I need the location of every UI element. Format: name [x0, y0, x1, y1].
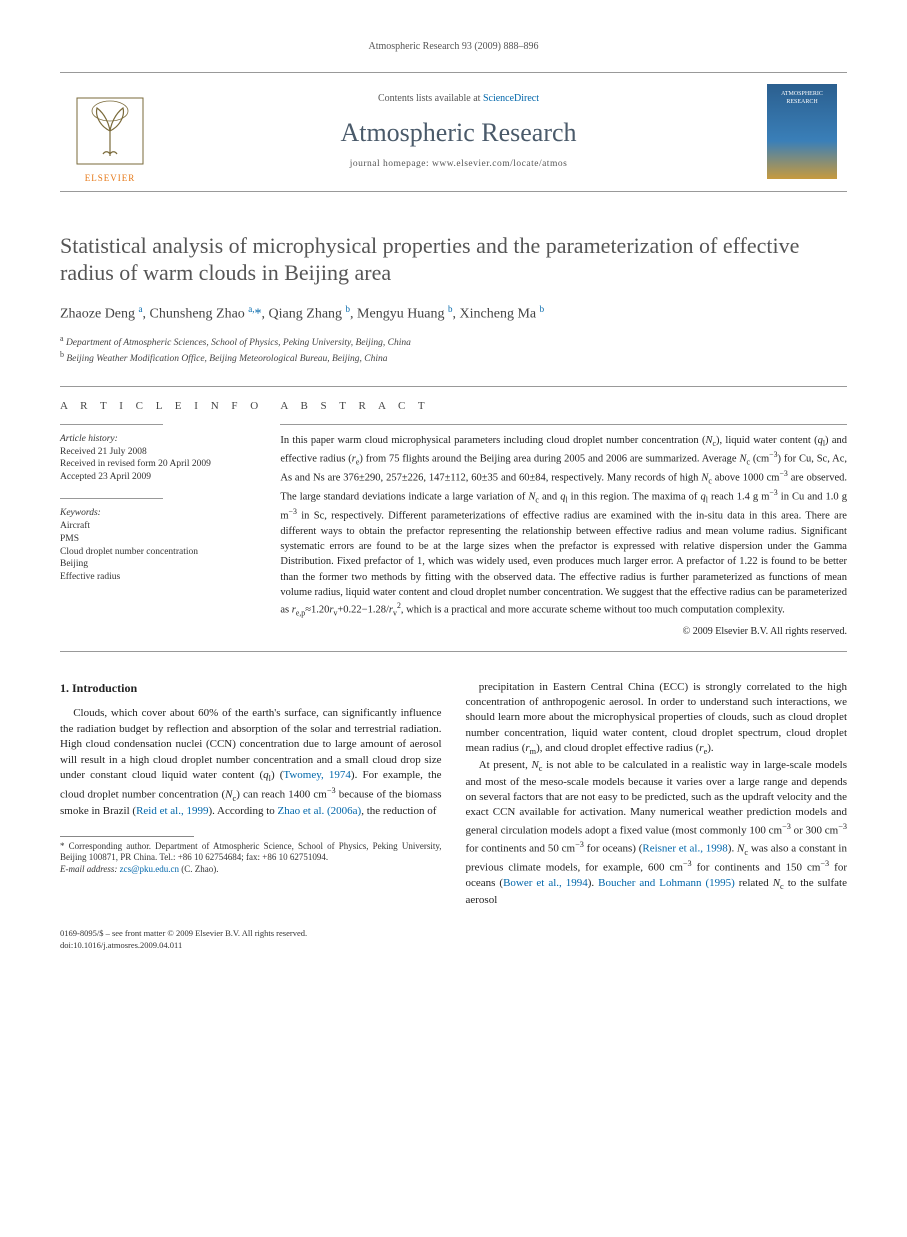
- body-columns: 1. Introduction Clouds, which cover abou…: [60, 680, 847, 909]
- history-line: Accepted 23 April 2009: [60, 471, 265, 484]
- abstract-copyright: © 2009 Elsevier B.V. All rights reserved…: [280, 625, 847, 639]
- affiliation-b: b Beijing Weather Modification Office, B…: [60, 350, 847, 366]
- info-abstract-row: A R T I C L E I N F O Article history: R…: [60, 386, 847, 652]
- body-paragraph: Clouds, which cover about 60% of the ear…: [60, 706, 442, 819]
- divider: [60, 424, 163, 425]
- keyword: Aircraft: [60, 520, 265, 533]
- footnote-separator: [60, 836, 194, 837]
- history-label: Article history:: [60, 433, 265, 446]
- front-matter-line: 0169-8095/$ – see front matter © 2009 El…: [60, 928, 847, 939]
- corresponding-author-footnote: * Corresponding author. Department of At…: [60, 841, 442, 876]
- contents-line: Contents lists available at ScienceDirec…: [160, 92, 757, 106]
- running-head: Atmospheric Research 93 (2009) 888–896: [60, 40, 847, 54]
- author-list: Zhaoze Deng a, Chunsheng Zhao a,*, Qiang…: [60, 303, 847, 325]
- keyword: Effective radius: [60, 571, 265, 584]
- journal-cover-thumbnail: ATMOSPHERIC RESEARCH: [767, 84, 837, 179]
- history-line: Received 21 July 2008: [60, 446, 265, 459]
- section-heading-intro: 1. Introduction: [60, 680, 442, 697]
- email-link[interactable]: zcs@pku.edu.cn: [120, 864, 179, 874]
- masthead: ELSEVIER Contents lists available at Sci…: [60, 72, 847, 192]
- keyword: PMS: [60, 533, 265, 546]
- doi-line: doi:10.1016/j.atmosres.2009.04.011: [60, 940, 847, 951]
- publisher-block: ELSEVIER: [60, 73, 160, 191]
- affiliation-a: a Department of Atmospheric Sciences, Sc…: [60, 334, 847, 350]
- keywords-label: Keywords:: [60, 507, 265, 520]
- divider: [60, 498, 163, 499]
- article-history: Article history: Received 21 July 2008 R…: [60, 433, 265, 484]
- keyword: Beijing: [60, 558, 265, 571]
- article-info-column: A R T I C L E I N F O Article history: R…: [60, 387, 280, 651]
- footnote-text: * Corresponding author. Department of At…: [60, 841, 442, 863]
- abstract-text: In this paper warm cloud microphysical p…: [280, 433, 847, 619]
- sciencedirect-link[interactable]: ScienceDirect: [483, 93, 539, 104]
- divider: [280, 424, 847, 425]
- doi-block: 0169-8095/$ – see front matter © 2009 El…: [60, 928, 847, 950]
- abstract-heading: A B S T R A C T: [280, 399, 847, 414]
- cover-thumb-wrap: ATMOSPHERIC RESEARCH: [757, 73, 847, 191]
- contents-prefix: Contents lists available at: [378, 93, 483, 104]
- publisher-name: ELSEVIER: [85, 172, 136, 184]
- email-who: (C. Zhao).: [181, 864, 218, 874]
- keywords-block: Keywords: Aircraft PMS Cloud droplet num…: [60, 507, 265, 584]
- body-column-right: precipitation in Eastern Central China (…: [466, 680, 848, 909]
- keyword: Cloud droplet number concentration: [60, 546, 265, 559]
- body-paragraph: precipitation in Eastern Central China (…: [466, 680, 848, 909]
- article-info-heading: A R T I C L E I N F O: [60, 399, 265, 414]
- masthead-center: Contents lists available at ScienceDirec…: [160, 73, 757, 191]
- abstract-column: A B S T R A C T In this paper warm cloud…: [280, 387, 847, 651]
- body-column-left: 1. Introduction Clouds, which cover abou…: [60, 680, 442, 909]
- journal-homepage: journal homepage: www.elsevier.com/locat…: [160, 158, 757, 171]
- article-title: Statistical analysis of microphysical pr…: [60, 232, 847, 287]
- elsevier-tree-icon: [75, 96, 145, 170]
- email-label: E-mail address:: [60, 864, 117, 874]
- cover-label: ATMOSPHERIC RESEARCH: [769, 90, 835, 106]
- journal-title: Atmospheric Research: [160, 115, 757, 150]
- affiliations: a Department of Atmospheric Sciences, Sc…: [60, 334, 847, 366]
- history-line: Received in revised form 20 April 2009: [60, 458, 265, 471]
